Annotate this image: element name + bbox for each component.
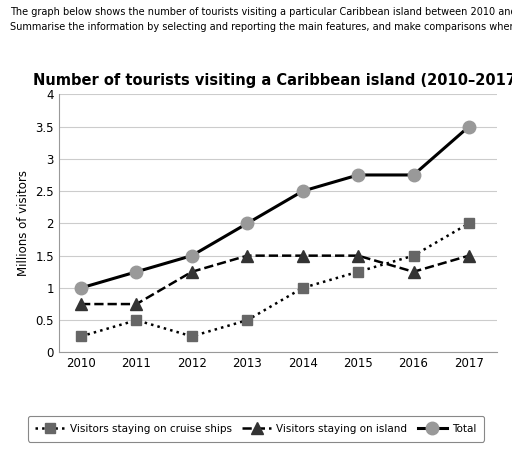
Text: Summarise the information by selecting and reporting the main features, and make: Summarise the information by selecting a… bbox=[10, 22, 512, 31]
Title: Number of tourists visiting a Caribbean island (2010–2017): Number of tourists visiting a Caribbean … bbox=[33, 73, 512, 88]
Legend: Visitors staying on cruise ships, Visitors staying on island, Total: Visitors staying on cruise ships, Visito… bbox=[28, 416, 484, 441]
Y-axis label: Millions of visitors: Millions of visitors bbox=[17, 170, 30, 277]
Text: The graph below shows the number of tourists visiting a particular Caribbean isl: The graph below shows the number of tour… bbox=[10, 7, 512, 17]
